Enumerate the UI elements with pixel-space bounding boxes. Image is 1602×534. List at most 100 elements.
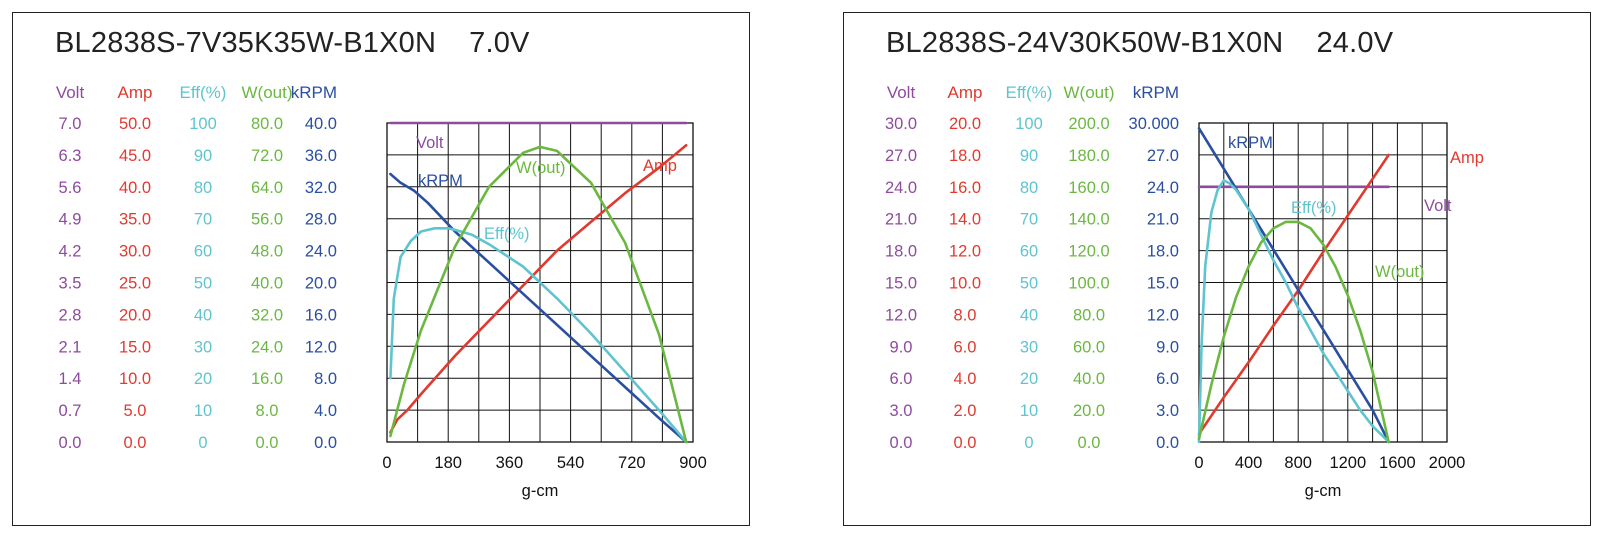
series-label: Volt bbox=[1424, 197, 1452, 215]
axis-tick-label: 18.0 bbox=[885, 243, 917, 261]
axis-tick-label: 18.0 bbox=[1147, 243, 1179, 261]
chart-svg: Volt 0.0 3.0 6.0 9.0 12.0 15.0 18.0 21.0 24.0 27.0… bbox=[885, 83, 1484, 500]
axis-tick-label: 30.0 bbox=[885, 115, 917, 133]
axis-tick-label: 40.0 bbox=[119, 179, 151, 197]
axis-tick-label: 40 bbox=[1020, 306, 1038, 324]
chart-panel-right: BL2838S-24V30K50W-B1X0N 24.0V Volt 0.0 3.0… bbox=[843, 12, 1591, 526]
axis-tick-label: 72.0 bbox=[251, 147, 283, 165]
axis-tick-label: 3.5 bbox=[59, 275, 82, 293]
axis-column-header: Volt bbox=[887, 83, 916, 102]
axis-tick-label: 6.0 bbox=[1156, 370, 1179, 388]
axis-tick-label: 20.0 bbox=[119, 306, 151, 324]
axis-tick-label: 12.0 bbox=[305, 338, 337, 356]
x-tick-label: 0 bbox=[382, 454, 391, 472]
axis-tick-label: 10.0 bbox=[119, 370, 151, 388]
x-tick-label: 2000 bbox=[1429, 454, 1466, 472]
axis-tick-label: 48.0 bbox=[251, 243, 283, 261]
axis-tick-label: 30 bbox=[194, 338, 212, 356]
series-line-eff bbox=[1197, 179, 1391, 444]
axis-tick-label: 10 bbox=[1020, 402, 1038, 420]
axis-tick-label: 16.0 bbox=[305, 306, 337, 324]
axis-tick-label: 20 bbox=[194, 370, 212, 388]
axis-tick-label: 0.0 bbox=[954, 434, 977, 452]
axis-tick-label: 25.0 bbox=[119, 275, 151, 293]
series-line-krpm bbox=[389, 172, 688, 444]
axis-tick-label: 24.0 bbox=[885, 179, 917, 197]
chart-title: BL2838S-24V30K50W-B1X0N 24.0V bbox=[886, 27, 1394, 59]
x-tick-label: 800 bbox=[1284, 454, 1312, 472]
axis-tick-label: 50 bbox=[194, 275, 212, 293]
axis-tick-label: 0.0 bbox=[256, 434, 279, 452]
chart-title: BL2838S-7V35K35W-B1X0N 7.0V bbox=[55, 27, 530, 59]
axis-tick-label: 0 bbox=[198, 434, 207, 452]
axis-column-header: Volt bbox=[56, 83, 85, 102]
series-label: kRPM bbox=[1228, 134, 1273, 152]
x-tick-label: 180 bbox=[434, 454, 462, 472]
axis-tick-label: 21.0 bbox=[1147, 211, 1179, 229]
axis-tick-label: 160.0 bbox=[1068, 179, 1109, 197]
axis-tick-label: 7.0 bbox=[59, 115, 82, 133]
axis-tick-label: 24.0 bbox=[1147, 179, 1179, 197]
axis-tick-label: 80.0 bbox=[1073, 306, 1105, 324]
axis-tick-label: 10.0 bbox=[949, 275, 981, 293]
series-label: W(out) bbox=[1375, 263, 1425, 281]
axis-tick-label: 5.0 bbox=[124, 402, 147, 420]
series-line-wout bbox=[1197, 220, 1391, 444]
series-label: Eff(%) bbox=[484, 225, 530, 243]
axis-tick-label: 0.0 bbox=[1078, 434, 1101, 452]
axis-tick-label: 6.0 bbox=[954, 338, 977, 356]
axis-tick-label: 3.0 bbox=[1156, 402, 1179, 420]
axis-tick-label: 12.0 bbox=[949, 243, 981, 261]
x-axis-label: g-cm bbox=[522, 482, 559, 500]
axis-tick-label: 40.0 bbox=[1073, 370, 1105, 388]
axis-tick-label: 9.0 bbox=[1156, 338, 1179, 356]
axis-tick-label: 24.0 bbox=[305, 243, 337, 261]
axis-column-header: Eff(%) bbox=[180, 83, 227, 102]
axis-tick-label: 5.6 bbox=[59, 179, 82, 197]
x-tick-label: 900 bbox=[679, 454, 707, 472]
axis-tick-label: 40.0 bbox=[305, 115, 337, 133]
axis-tick-label: 45.0 bbox=[119, 147, 151, 165]
x-tick-label: 1600 bbox=[1379, 454, 1416, 472]
axis-tick-label: 16.0 bbox=[949, 179, 981, 197]
axis-column-header: Amp bbox=[948, 83, 983, 102]
axis-tick-label: 32.0 bbox=[251, 306, 283, 324]
axis-tick-label: 12.0 bbox=[885, 306, 917, 324]
series-label: W(out) bbox=[516, 159, 566, 177]
axis-tick-label: 0 bbox=[1024, 434, 1033, 452]
axis-tick-label: 60 bbox=[1020, 243, 1038, 261]
axis-tick-label: 70 bbox=[194, 211, 212, 229]
axis-tick-label: 18.0 bbox=[949, 147, 981, 165]
axis-column-header: Amp bbox=[118, 83, 153, 102]
axis-tick-label: 30.0 bbox=[119, 243, 151, 261]
axis-tick-label: 2.1 bbox=[59, 338, 82, 356]
axis-tick-label: 100.0 bbox=[1068, 275, 1109, 293]
axis-tick-label: 2.8 bbox=[59, 306, 82, 324]
axis-tick-label: 50.0 bbox=[119, 115, 151, 133]
axis-tick-label: 15.0 bbox=[885, 275, 917, 293]
axis-tick-label: 14.0 bbox=[949, 211, 981, 229]
axis-tick-label: 120.0 bbox=[1068, 243, 1109, 261]
axis-tick-label: 40.0 bbox=[251, 275, 283, 293]
axis-tick-label: 4.2 bbox=[59, 243, 82, 261]
axis-tick-label: 30.000 bbox=[1129, 115, 1179, 133]
series-label: Amp bbox=[1450, 149, 1484, 167]
x-tick-label: 1200 bbox=[1329, 454, 1366, 472]
chart-svg: Volt 0.0 0.7 1.4 2.1 2.8 3.5 4.2 4.9 5.6 6.3 7.0 Amp… bbox=[56, 83, 707, 500]
axis-tick-label: 32.0 bbox=[305, 179, 337, 197]
axis-tick-label: 20 bbox=[1020, 370, 1038, 388]
axis-tick-label: 27.0 bbox=[885, 147, 917, 165]
axis-tick-label: 4.0 bbox=[314, 402, 337, 420]
axis-tick-label: 140.0 bbox=[1068, 211, 1109, 229]
axis-tick-label: 4.0 bbox=[954, 370, 977, 388]
axis-tick-label: 0.0 bbox=[314, 434, 337, 452]
axis-tick-label: 28.0 bbox=[305, 211, 337, 229]
axis-tick-label: 15.0 bbox=[119, 338, 151, 356]
axis-tick-label: 90 bbox=[194, 147, 212, 165]
axis-tick-label: 35.0 bbox=[119, 211, 151, 229]
axis-tick-label: 100 bbox=[1015, 115, 1043, 133]
x-tick-label: 0 bbox=[1194, 454, 1203, 472]
axis-tick-label: 9.0 bbox=[890, 338, 913, 356]
axis-tick-label: 4.9 bbox=[59, 211, 82, 229]
axis-tick-label: 80.0 bbox=[251, 115, 283, 133]
